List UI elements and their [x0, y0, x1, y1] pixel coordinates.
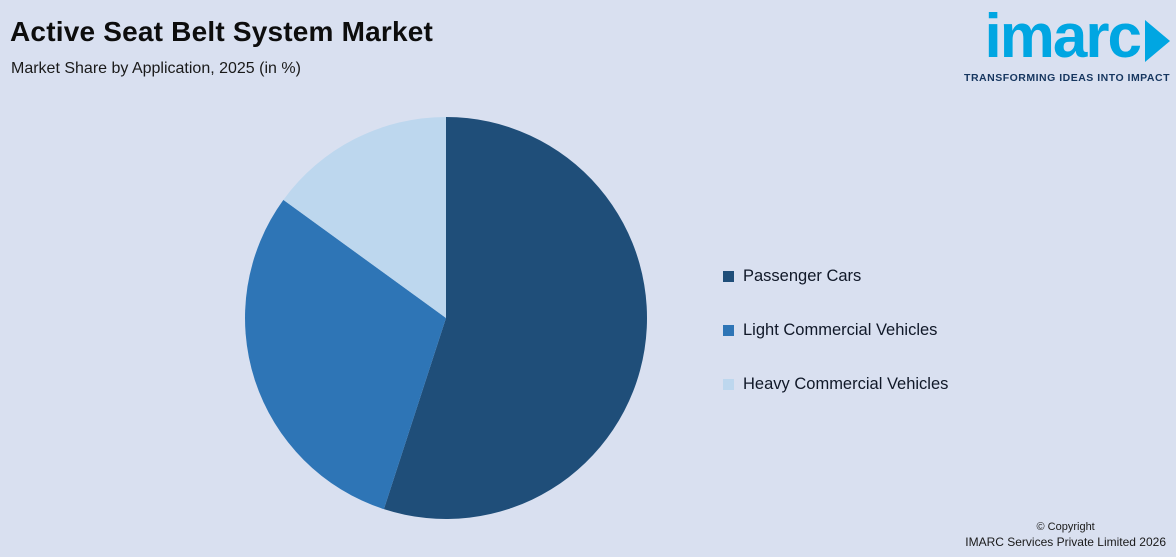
legend-label: Heavy Commercial Vehicles [743, 375, 949, 393]
copyright-line1: © Copyright [1036, 521, 1095, 533]
pie-slice-heavy-commercial-vehicles [283, 117, 446, 318]
pie-slice-passenger-cars [383, 117, 648, 519]
chart-subtitle: Market Share by Application, 2025 (in %) [11, 60, 301, 77]
imarc-logo-triangle-icon [1145, 19, 1170, 62]
imarc-logo-text: imarc [984, 2, 1142, 71]
legend-item-passenger-cars: Passenger Cars [723, 266, 948, 287]
legend-label: Light Commercial Vehicles [743, 321, 938, 339]
page-title: Active Seat Belt System Market [10, 16, 434, 47]
legend-item-light-commercial-vehicles: Light Commercial Vehicles [723, 320, 948, 341]
copyright-notice: © Copyright IMARC Services Private Limit… [965, 521, 1166, 549]
legend-marker-passenger-cars [723, 271, 734, 282]
imarc-logo-tagline: TRANSFORMING IDEAS INTO IMPACT [964, 72, 1170, 85]
legend-item-heavy-commercial-vehicles: Heavy Commercial Vehicles [723, 374, 948, 395]
chart-legend: Passenger Cars Light Commercial Vehicles… [723, 266, 948, 428]
legend-marker-light-commercial-vehicles [723, 325, 734, 336]
legend-marker-heavy-commercial-vehicles [723, 379, 734, 390]
imarc-logo: imarc TRANSFORMING IDEAS INTO IMPACT [964, 4, 1170, 84]
copyright-line2: IMARC Services Private Limited 2026 [965, 535, 1166, 549]
pie-chart-svg [245, 117, 648, 519]
pie-slice-light-commercial-vehicles [245, 199, 446, 510]
legend-label: Passenger Cars [743, 267, 862, 285]
pie-chart [244, 116, 648, 520]
